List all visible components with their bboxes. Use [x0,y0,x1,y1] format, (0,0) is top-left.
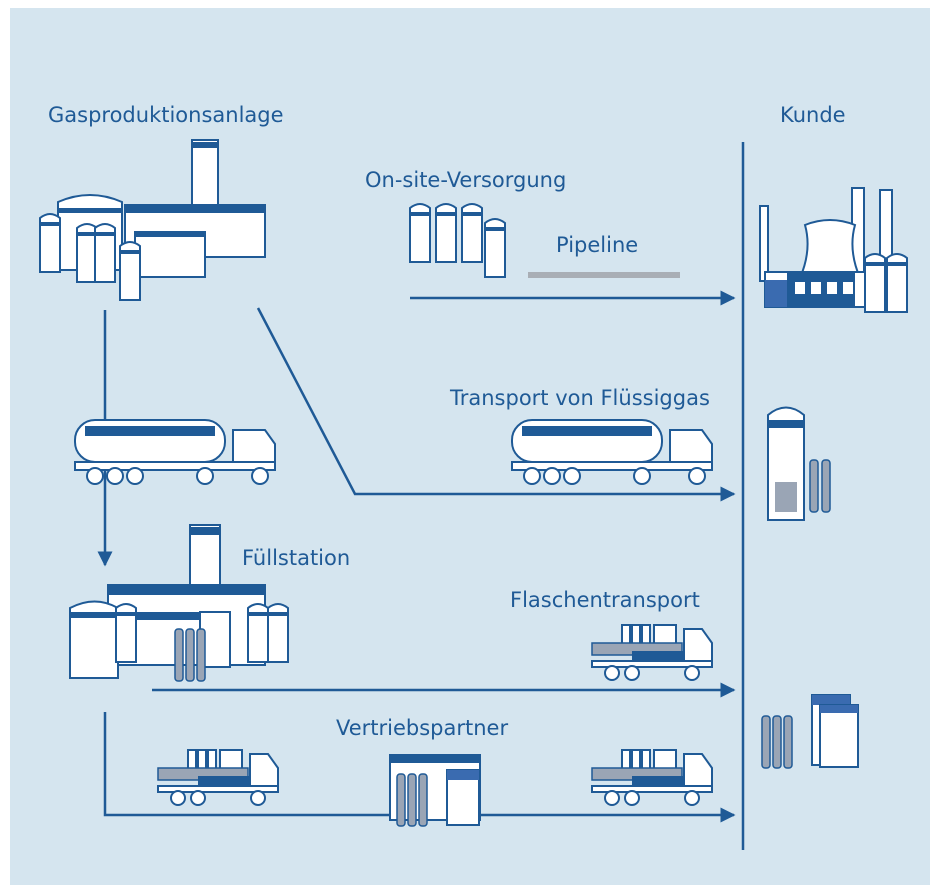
tank [436,204,456,262]
label: Pipeline [556,233,638,257]
tank [120,242,140,300]
tank [410,204,430,262]
tank [248,604,268,662]
cylinders [175,629,205,681]
diagram: Gasproduktionsanlage Kunde On-site-Verso… [0,0,941,893]
label: Flaschentransport [510,588,700,612]
label: Gasproduktionsanlage [48,103,284,127]
distributor-icon [390,755,480,826]
tank [77,224,97,282]
tank [116,604,136,662]
label: Transport von Flüssiggas [449,386,710,410]
label: Füllstation [242,546,350,570]
cylinders [762,716,792,768]
tank [887,254,907,312]
tank [40,214,60,272]
tank [485,219,505,277]
label: Kunde [780,103,846,127]
label: Vertriebspartner [336,716,508,740]
label: On-site-Versorgung [365,168,566,192]
tank [865,254,885,312]
tank [462,204,482,262]
tank [268,604,288,662]
tank [95,224,115,282]
cylinders [397,774,427,826]
